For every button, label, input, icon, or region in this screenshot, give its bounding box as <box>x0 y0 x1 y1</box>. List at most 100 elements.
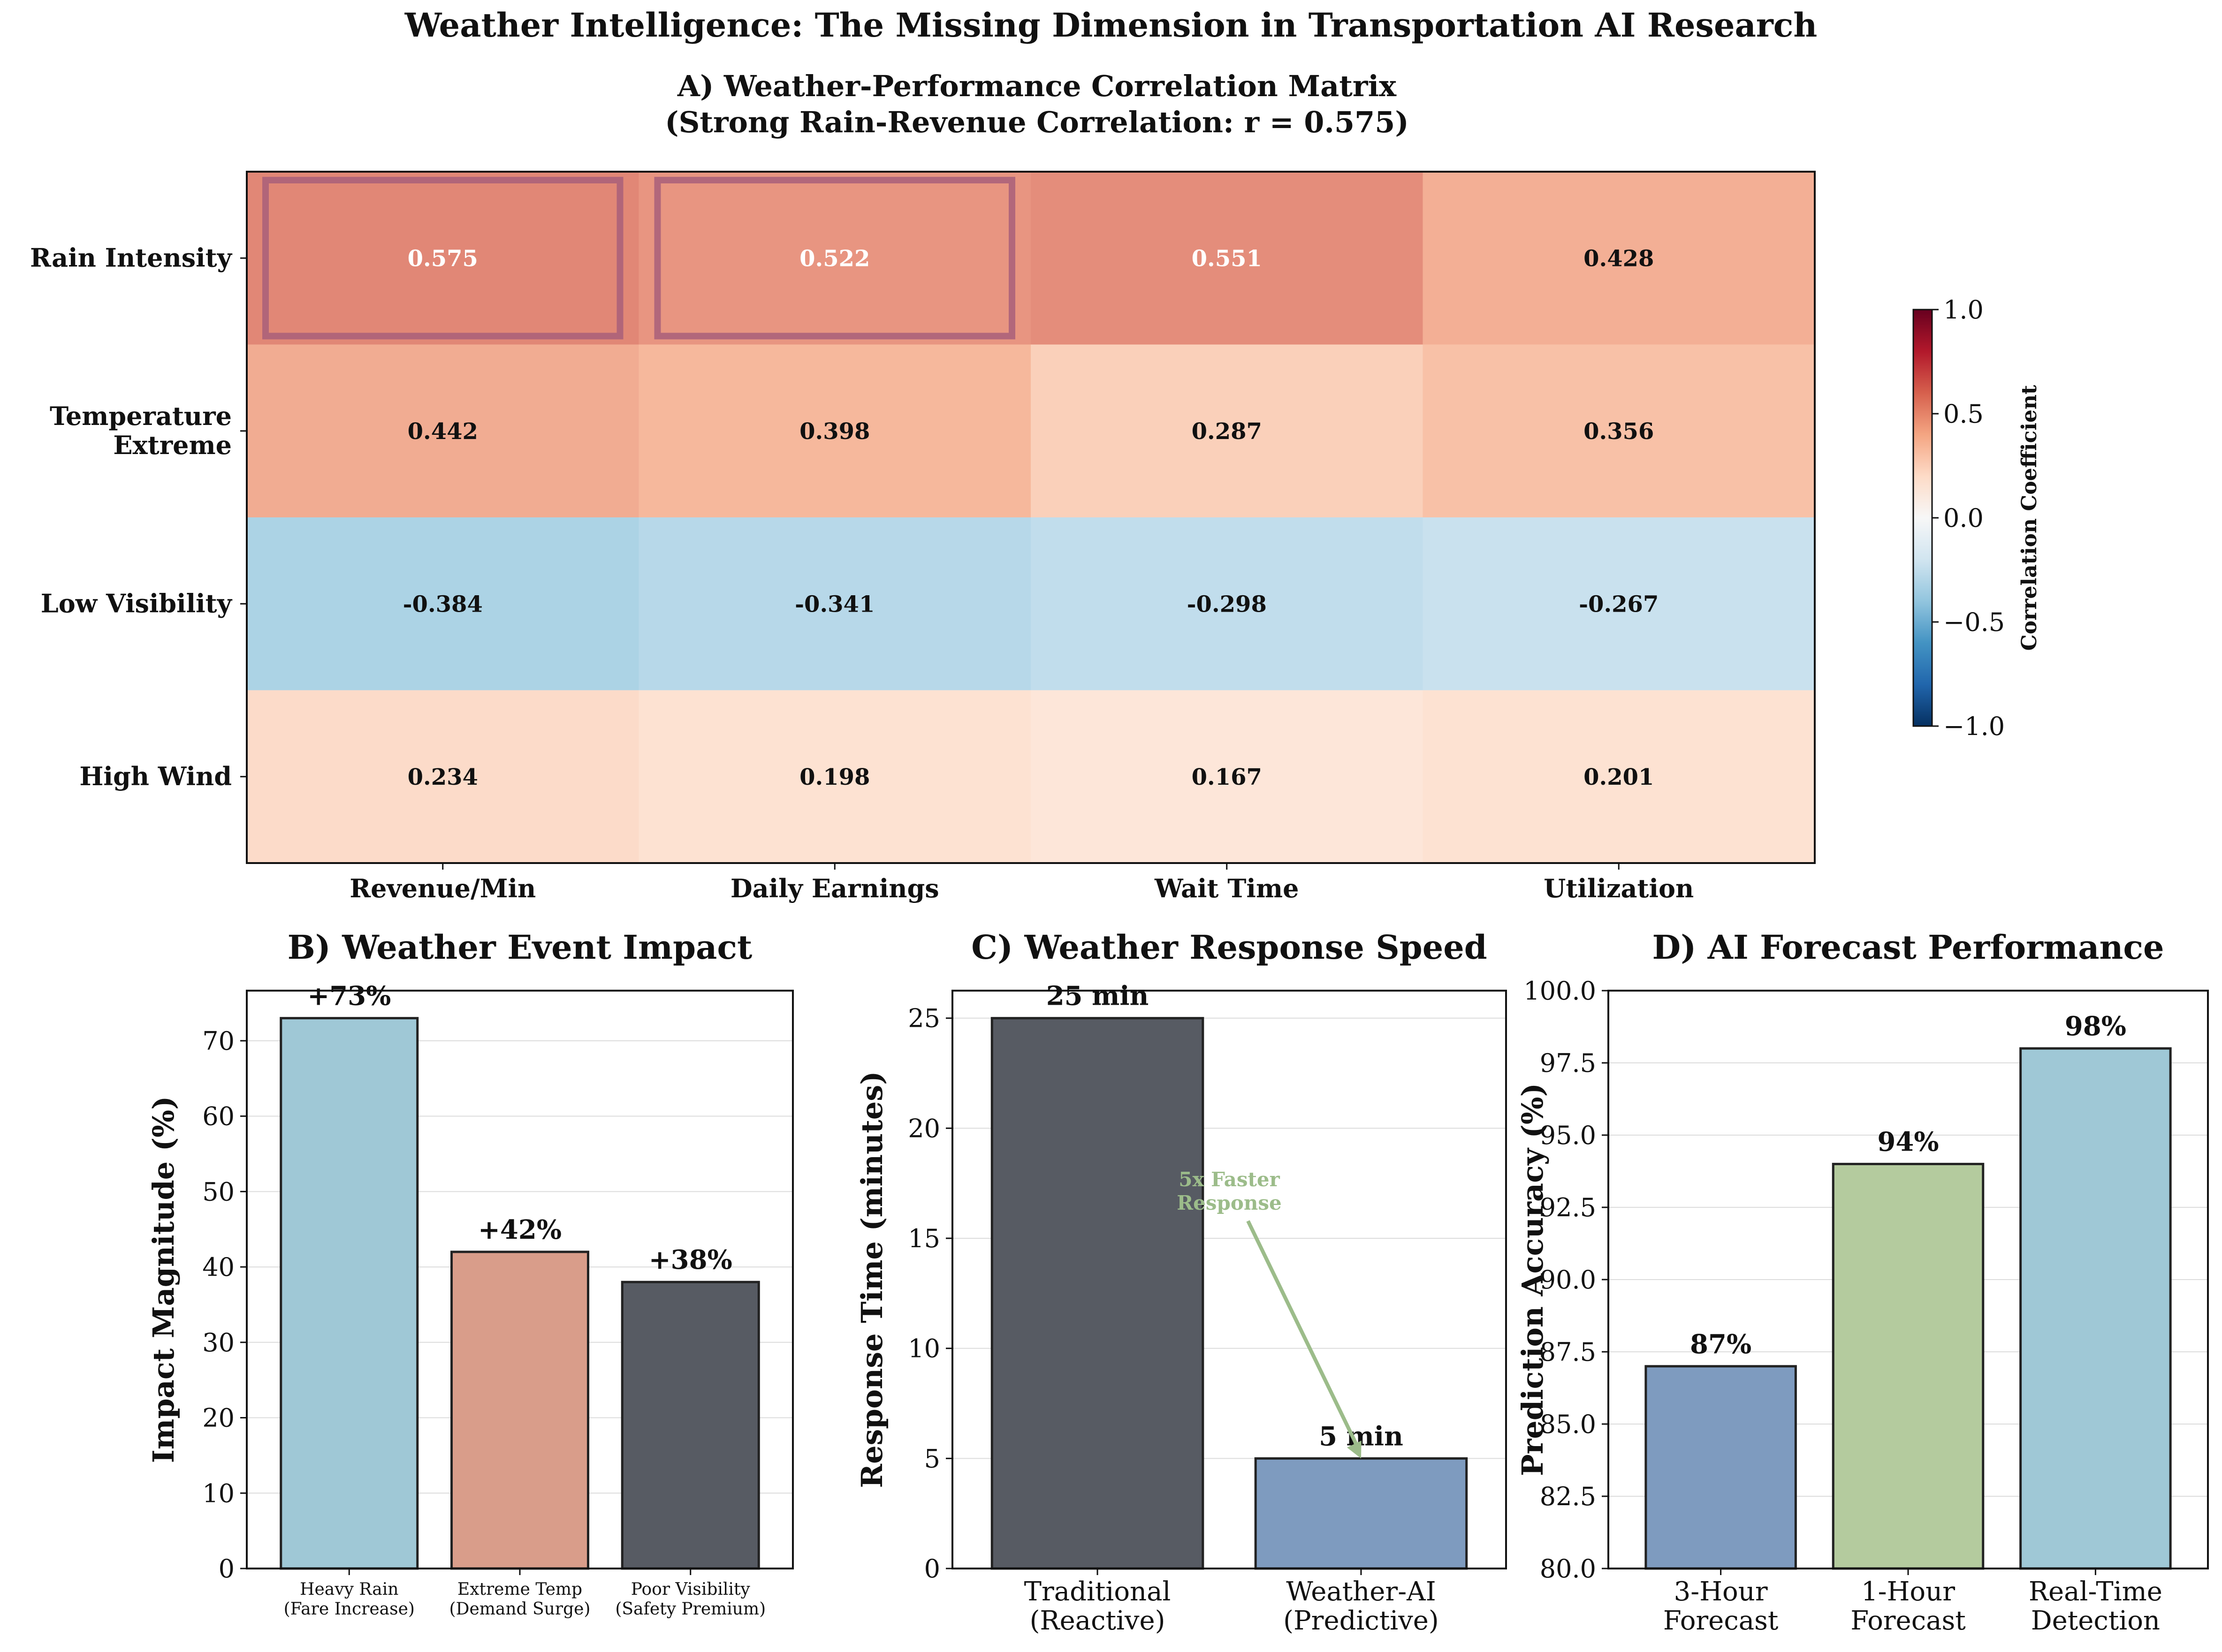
heatmap-value-label: -0.384 <box>403 591 483 617</box>
bar-value-label: 87% <box>1690 1329 1751 1360</box>
x-tick-label: Heavy Rain (Fare Increase) <box>284 1580 415 1619</box>
heatmap-cell <box>1031 690 1423 864</box>
heatmap-row-label: High Wind <box>79 761 232 791</box>
x-tick-label: Poor Visibility (Safety Premium) <box>615 1580 766 1619</box>
y-tick-label: 82.5 <box>1540 1482 1596 1511</box>
highlight-box <box>262 177 624 340</box>
y-tick-label: 20 <box>202 1403 235 1433</box>
bar <box>1644 1365 1797 1570</box>
heatmap-col-label: Revenue/Min <box>350 873 536 903</box>
heatmap-value-label: 0.522 <box>799 245 870 272</box>
panel-title: B) Weather Event Impact <box>288 928 753 967</box>
bar-value-label: +42% <box>478 1214 562 1245</box>
y-tick-label: 90.0 <box>1540 1265 1596 1295</box>
y-tick-label: 15 <box>908 1224 940 1253</box>
heatmap-value-label: 0.167 <box>1192 764 1262 790</box>
y-tick-label: 85.0 <box>1540 1410 1596 1439</box>
y-tick-label: 10 <box>202 1478 235 1508</box>
y-tick-label: 40 <box>202 1252 235 1282</box>
annotation-arrow <box>1246 1220 1358 1446</box>
heatmap-cell <box>247 690 639 864</box>
bar <box>1832 1163 1985 1570</box>
panel-title: D) AI Forecast Performance <box>1652 928 2164 967</box>
y-tick-label: 70 <box>202 1026 235 1056</box>
heatmap-cell <box>639 517 1031 690</box>
x-tick-label: Weather-AI (Predictive) <box>1283 1576 1439 1636</box>
colorbar-tick-label: −1.0 <box>1943 712 2005 741</box>
y-tick-label: 87.5 <box>1540 1337 1596 1367</box>
panel-title: C) Weather Response Speed <box>971 928 1487 967</box>
annotation-arrowhead <box>1347 1440 1362 1459</box>
bar <box>280 1017 419 1570</box>
heatmap-row-label: Low Visibility <box>41 588 233 618</box>
y-tick-label: 92.5 <box>1540 1193 1596 1222</box>
bar <box>450 1250 589 1570</box>
axes-frame <box>246 990 794 1569</box>
heatmap-cell <box>1423 517 1815 690</box>
heatmap-value-label: -0.341 <box>795 591 875 617</box>
colorbar-gradient <box>1912 309 1933 727</box>
heatmap-cell <box>1031 344 1423 518</box>
bar-value-label: +73% <box>307 981 391 1012</box>
bar-value-label: 98% <box>2065 1011 2126 1042</box>
heatmap-cell <box>639 690 1031 864</box>
colorbar-tick-label: −0.5 <box>1943 607 2005 637</box>
y-tick-label: 20 <box>908 1114 940 1143</box>
heatmap-value-label: 0.575 <box>408 245 478 272</box>
x-tick-label: Extreme Temp (Demand Surge) <box>449 1580 591 1619</box>
bar <box>990 1017 1204 1570</box>
bar <box>1254 1457 1468 1570</box>
impact-bar-chart: B) Weather Event Impact +73% Heavy Rain (Fa… <box>146 928 794 1619</box>
y-tick-label: 5 <box>924 1444 940 1473</box>
heatmap-value-label: 0.551 <box>1192 245 1262 272</box>
y-tick-label: 30 <box>202 1328 235 1357</box>
heatmap-cell <box>1423 690 1815 864</box>
heatmap-cell <box>247 344 639 518</box>
y-tick-label: 97.5 <box>1540 1048 1596 1078</box>
heatmap-cell <box>247 172 639 345</box>
heatmap-row-label: Temperature Extreme <box>50 401 232 460</box>
heatmap-value-label: 0.201 <box>1583 764 1654 790</box>
heatmap-value-label: 0.398 <box>799 418 870 445</box>
heatmap-value-label: 0.428 <box>1583 245 1654 272</box>
bar-value-label: 94% <box>1877 1127 1939 1158</box>
bar-value-label: +38% <box>649 1244 732 1275</box>
colorbar-tick-label: 0.5 <box>1943 399 1984 429</box>
bar-value-label: 25 min <box>1046 981 1149 1012</box>
y-tick-label: 10 <box>908 1334 940 1364</box>
heatmap-panel: A) Weather-Performance Correlation Matri… <box>30 69 1816 903</box>
x-tick-label: Traditional (Reactive) <box>1024 1576 1171 1636</box>
heatmap-value-label: 0.442 <box>408 418 478 445</box>
heatmap-value-label: 0.198 <box>799 764 870 790</box>
heatmap-subtitle: (Strong Rain-Revenue Correlation: r = 0.… <box>665 105 1408 139</box>
x-tick-label: 3-Hour Forecast <box>1663 1576 1779 1636</box>
colorbar-tick-label: 0.0 <box>1943 503 1984 533</box>
bar <box>2019 1047 2172 1570</box>
heatmap-frame <box>246 171 1816 864</box>
heatmap-cell <box>639 344 1031 518</box>
y-tick-label: 100.0 <box>1523 976 1596 1006</box>
heatmap-cell <box>1031 172 1423 345</box>
heatmap-col-label: Wait Time <box>1154 873 1299 903</box>
response-bar-chart: C) Weather Response Speed 25 min Tradition… <box>855 928 1507 1636</box>
y-axis-label: Response Time (minutes) <box>855 1071 889 1488</box>
heatmap-col-label: Utilization <box>1544 873 1694 903</box>
heatmap-value-label: -0.298 <box>1187 591 1267 617</box>
heatmap-value-label: 0.234 <box>408 764 478 790</box>
heatmap-cell <box>247 517 639 690</box>
x-tick-label: 1-Hour Forecast <box>1850 1576 1966 1636</box>
heatmap-title: A) Weather-Performance Correlation Matri… <box>677 69 1397 103</box>
heatmap-value-label: -0.267 <box>1579 591 1659 617</box>
y-tick-label: 80.0 <box>1540 1554 1596 1584</box>
heatmap-cell <box>1031 517 1423 690</box>
heatmap-cell <box>1423 344 1815 518</box>
y-axis-label: Prediction Accuracy (%) <box>1515 1083 1550 1476</box>
heatmap-cell <box>1423 172 1815 345</box>
y-tick-label: 95.0 <box>1540 1121 1596 1150</box>
y-axis-label: Impact Magnitude (%) <box>146 1096 181 1463</box>
axes-frame <box>951 990 1507 1569</box>
y-tick-label: 60 <box>202 1102 235 1131</box>
heatmap-value-label: 0.287 <box>1192 418 1262 445</box>
x-tick-label: Real-Time Detection <box>2029 1576 2162 1636</box>
y-tick-label: 0 <box>219 1554 235 1584</box>
